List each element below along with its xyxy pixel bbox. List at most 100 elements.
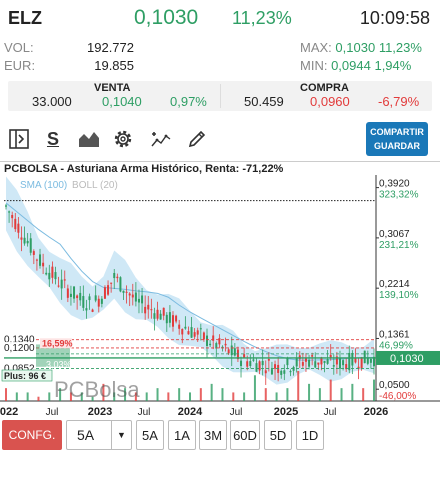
range-select[interactable]: 5A ▼: [66, 420, 132, 450]
candle-body: [332, 365, 335, 367]
candle-body: [100, 298, 103, 304]
max-percent: 11,23%: [378, 40, 422, 55]
x-tick-label: Jul: [324, 407, 337, 418]
range-button-1a[interactable]: 1A: [168, 420, 196, 450]
range-button-3m[interactable]: 3M: [199, 420, 227, 450]
candle-body: [94, 295, 97, 301]
candle-body: [267, 358, 270, 361]
chart-legend: SMA (100) BOLL (20): [20, 180, 118, 191]
candle-body: [338, 357, 341, 369]
area-chart-icon[interactable]: [76, 126, 102, 152]
candle-body: [264, 370, 267, 374]
plus-label-bg: [1, 369, 53, 382]
candle-body: [147, 304, 150, 310]
candle-body: [230, 345, 233, 356]
left-label-bg: [2, 333, 36, 345]
volume-label: VOL:: [4, 40, 34, 55]
range-button-60d[interactable]: 60D: [230, 420, 260, 450]
y-tick-percent: -46,00%: [379, 391, 416, 402]
candle-body: [277, 364, 280, 373]
candle-body: [215, 343, 218, 349]
x-tick-label: 2022: [0, 406, 18, 418]
candle-body: [255, 363, 258, 372]
volume-bar: [308, 383, 311, 401]
volume-bar: [102, 383, 105, 401]
y-tick-price: 0,2214: [379, 279, 410, 290]
range-button-1d[interactable]: 1D: [296, 420, 324, 450]
min-price: 0,0944: [331, 58, 371, 73]
candle-body: [168, 312, 171, 323]
candle-body: [240, 360, 243, 366]
euro-value: 19.855: [94, 58, 134, 73]
volume-bar: [59, 388, 62, 401]
dollar-icon[interactable]: S: [46, 128, 59, 149]
y-tick-price: 0,1361: [379, 329, 410, 340]
volume-bar: [286, 388, 289, 401]
save-label: GUARDAR: [374, 141, 420, 151]
volume-bar: [275, 392, 278, 401]
candle-body: [79, 292, 82, 301]
volume-stat: VOL:: [4, 40, 34, 55]
range-button-5a[interactable]: 5A: [136, 420, 164, 450]
volume-bar: [264, 388, 267, 401]
candle-body: [29, 238, 32, 253]
sell-percent: 0,97%: [170, 94, 207, 109]
buy-price: 0,0960: [310, 94, 350, 109]
candle-body: [308, 359, 311, 367]
overlay-pct-mid: 3,03%: [46, 359, 72, 369]
candle-body: [134, 292, 137, 302]
max-label: MAX:: [300, 40, 332, 55]
candle-body: [196, 330, 199, 335]
candle-body: [119, 277, 122, 292]
buy-volume: 50.459: [244, 94, 284, 109]
candle-body: [199, 328, 202, 330]
candle-body: [342, 360, 345, 366]
left-price-label: 0,1340: [4, 335, 35, 346]
volume-bar: [5, 388, 7, 401]
volume-bar: [253, 375, 256, 401]
candle-body: [116, 276, 119, 279]
overlay-pct-top: 16,59%: [42, 338, 73, 348]
candle-body: [206, 335, 209, 346]
candle-body: [51, 266, 54, 278]
candle-body: [32, 251, 35, 255]
candle-body: [107, 285, 110, 295]
volume-bar: [26, 392, 29, 401]
volume-bar: [69, 392, 72, 401]
candle-body: [85, 308, 88, 311]
volume-bar: [351, 383, 354, 401]
candle-body: [258, 361, 261, 371]
candle-body: [187, 331, 190, 335]
indicators-icon[interactable]: [148, 126, 174, 152]
config-button[interactable]: CONFG.: [2, 420, 62, 450]
y-tick-percent: 139,10%: [379, 290, 419, 301]
candle-body: [178, 324, 181, 329]
position-box: [36, 344, 70, 367]
candle-body: [66, 288, 69, 298]
x-tick-label: Jul: [46, 407, 59, 418]
candle-body: [326, 359, 329, 364]
candle-body: [69, 293, 72, 297]
volume-bar: [145, 392, 148, 401]
candle-body: [283, 370, 286, 374]
candle-body: [233, 348, 236, 356]
y-tick-price: 0,3067: [379, 229, 410, 240]
pencil-icon[interactable]: [184, 126, 210, 152]
candle-body: [369, 358, 372, 363]
panel-toggle-icon[interactable]: [6, 126, 32, 152]
price-chart[interactable]: 0,1030 0,3920 323,32% 0,3067 231,21% 0,2214 13…: [0, 160, 440, 421]
range-button-5d[interactable]: 5D: [264, 420, 292, 450]
candle-body: [159, 313, 162, 320]
candle-body: [110, 282, 113, 284]
share-save-button[interactable]: COMPARTIR GUARDAR: [366, 122, 428, 156]
gear-icon[interactable]: [110, 126, 136, 152]
candle-body: [351, 352, 354, 366]
chevron-down-icon[interactable]: ▼: [111, 421, 131, 449]
volume-bar: [373, 379, 375, 401]
left-price-label: 0,1200: [4, 343, 35, 354]
sma-line: [5, 202, 375, 361]
candle-body: [156, 309, 159, 319]
range-select-value: 5A: [77, 427, 95, 443]
max-price: 0,1030: [335, 40, 376, 55]
